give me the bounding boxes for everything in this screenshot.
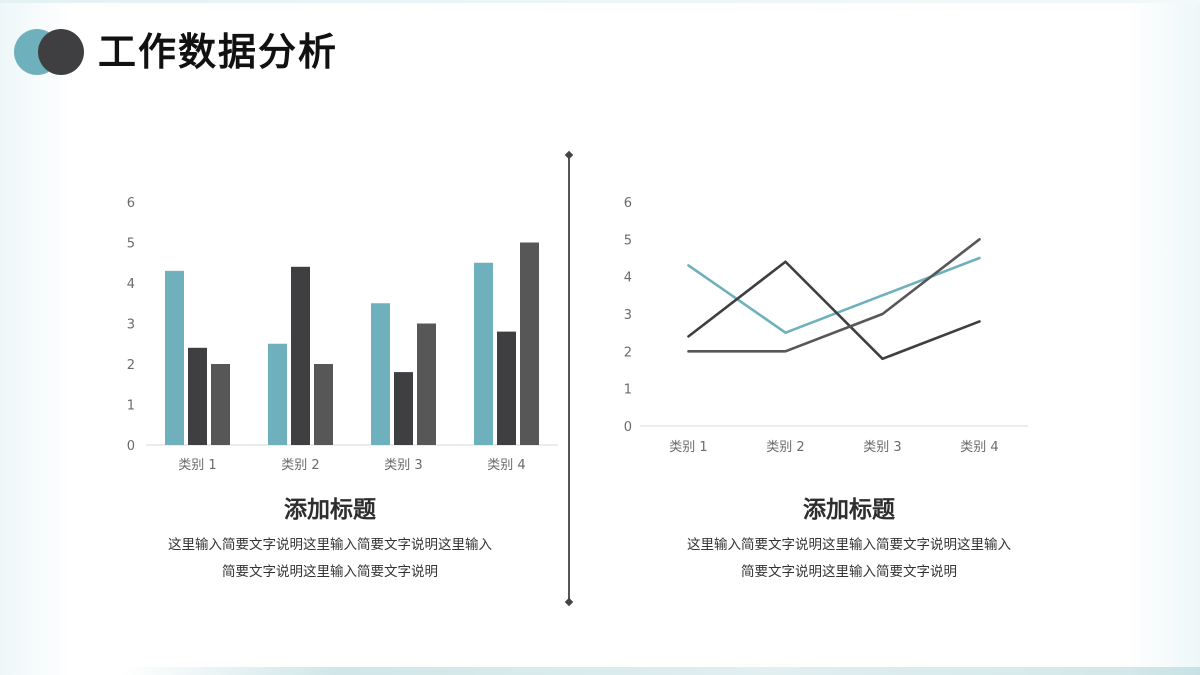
x-tick-label: 类别 3 [384, 458, 422, 473]
x-tick-label: 类别 2 [766, 440, 804, 455]
bar [165, 270, 184, 445]
bar [268, 343, 287, 445]
y-tick-label: 5 [624, 233, 632, 248]
top-accent-line [0, 0, 1200, 3]
bar [211, 364, 230, 445]
y-tick-label: 0 [624, 420, 632, 435]
bar [291, 266, 310, 445]
bar [314, 364, 333, 445]
bar-chart: 0 1 2 3 4 5 6 类别 1 类别 2 类别 3 类别 4 [127, 196, 558, 473]
bar [417, 323, 436, 445]
x-tick-label: 类别 4 [487, 458, 525, 473]
right-caption-text: 这里输入简要文字说明这里输入简要文字说明这里输入 简要文字说明这里输入简要文字说… [649, 532, 1049, 586]
bar [474, 262, 493, 445]
bar [394, 372, 413, 445]
series-line [687, 256, 981, 334]
y-tick-label: 2 [127, 358, 135, 373]
y-tick-label: 3 [624, 308, 632, 323]
bar [371, 303, 390, 445]
bottom-decoration [120, 667, 1200, 675]
left-caption-title: 添加标题 [284, 497, 376, 523]
x-tick-label: 类别 1 [178, 458, 216, 473]
bar [188, 347, 207, 445]
page-title: 工作数据分析 [98, 30, 339, 74]
right-caption-title: 添加标题 [803, 497, 895, 523]
x-tick-label: 类别 2 [281, 458, 319, 473]
dark-circle [38, 29, 84, 75]
right-caption-line-1: 这里输入简要文字说明这里输入简要文字说明这里输入 [687, 537, 1011, 553]
series-line [687, 238, 981, 353]
right-caption-line-2: 简要文字说明这里输入简要文字说明 [741, 564, 957, 580]
y-tick-label: 5 [127, 237, 135, 252]
y-tick-label: 0 [127, 439, 135, 454]
series-line [687, 260, 981, 361]
y-tick-label: 3 [127, 318, 135, 333]
bar [497, 331, 516, 445]
y-tick-label: 4 [624, 271, 632, 286]
left-caption-text: 这里输入简要文字说明这里输入简要文字说明这里输入 简要文字说明这里输入简要文字说… [130, 532, 530, 586]
x-tick-label: 类别 1 [669, 440, 707, 455]
y-tick-label: 2 [624, 345, 632, 360]
y-tick-label: 6 [127, 196, 135, 211]
y-tick-label: 4 [127, 277, 135, 292]
x-tick-label: 类别 4 [960, 440, 998, 455]
center-divider [568, 155, 570, 603]
left-caption-line-1: 这里输入简要文字说明这里输入简要文字说明这里输入 [168, 537, 492, 553]
y-tick-label: 1 [624, 383, 632, 398]
line-chart: 0 1 2 3 4 5 6 类别 1 类别 2 类别 3 类别 4 [624, 196, 1028, 455]
left-caption-line-2: 简要文字说明这里输入简要文字说明 [222, 564, 438, 580]
y-tick-label: 1 [127, 399, 135, 414]
y-tick-label: 6 [624, 196, 632, 211]
header-logo-circles [14, 29, 86, 75]
x-tick-label: 类别 3 [863, 440, 901, 455]
bar [520, 242, 539, 445]
